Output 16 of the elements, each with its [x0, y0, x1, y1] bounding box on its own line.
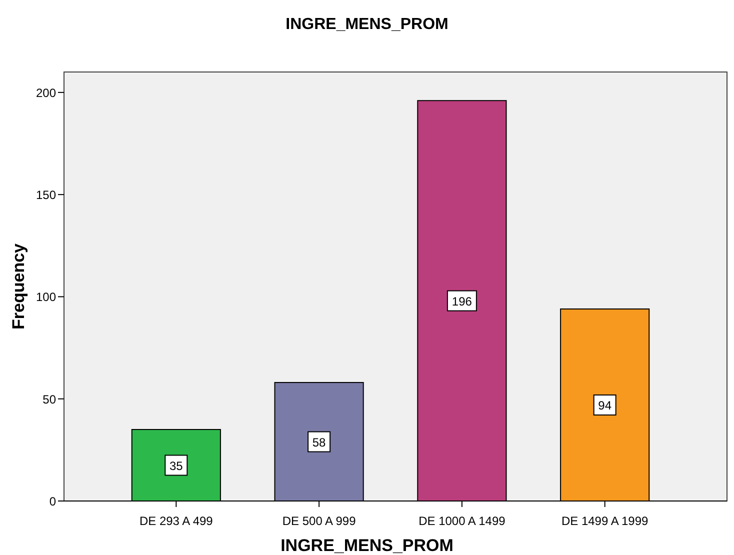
y-tick-label: 200: [36, 86, 56, 100]
x-tick-label: DE 1000 A 1499: [418, 514, 506, 528]
y-axis-title: Frequency: [9, 242, 28, 330]
data-label: 196: [452, 294, 472, 308]
x-tick-label: DE 1499 A 1999: [561, 514, 649, 528]
chart-title: INGRE_MENS_PROM: [286, 16, 448, 33]
x-axis-title: INGRE_MENS_PROM: [280, 536, 454, 555]
data-label: 58: [312, 435, 326, 450]
y-tick-label: 50: [42, 392, 56, 406]
y-tick-label: 100: [36, 290, 56, 304]
x-tick-label: DE 293 A 499: [139, 514, 214, 528]
data-label: 35: [169, 458, 184, 473]
x-tick-label: DE 500 A 999: [282, 514, 356, 528]
data-label: 94: [598, 398, 612, 412]
y-tick-label: 0: [49, 494, 56, 508]
y-tick-label: 150: [36, 188, 56, 202]
